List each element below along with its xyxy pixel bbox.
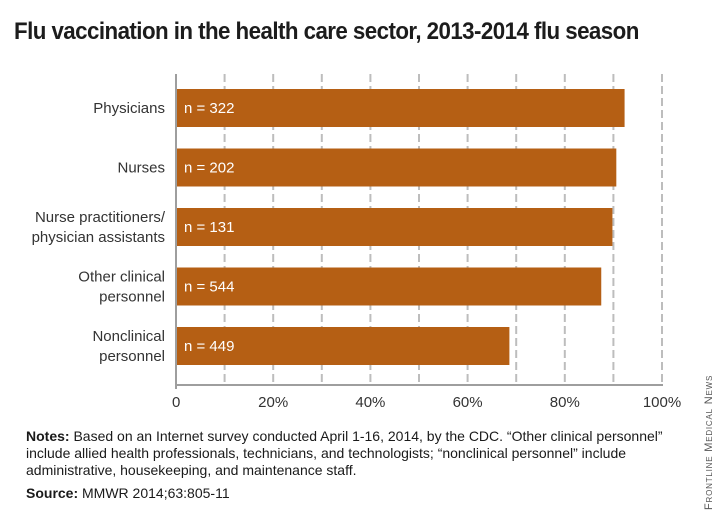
- bar-label: n = 202: [184, 160, 234, 177]
- x-tick-label: 80%: [550, 394, 580, 411]
- x-tick-label: 100%: [643, 394, 681, 411]
- notes-lead: Notes:: [26, 428, 70, 444]
- bar: [176, 148, 617, 187]
- chart-title: Flu vaccination in the health care secto…: [14, 18, 639, 45]
- source-text: MMWR 2014;63:805-11: [78, 485, 230, 501]
- bar-label: n = 449: [184, 338, 234, 355]
- bar: [176, 208, 613, 246]
- x-tick-label: 20%: [258, 394, 288, 411]
- category-label: Other clinical personnel: [78, 269, 165, 306]
- bar-chart: n = 322 n = 202 n = 131 n = 544 n = 449 Phys…: [32, 74, 681, 411]
- bar-label: n = 544: [184, 279, 234, 296]
- bar-label: n = 322: [184, 100, 234, 117]
- bar: [176, 327, 510, 365]
- source: Source: MMWR 2014;63:805-11: [26, 485, 230, 501]
- x-tick-label: 40%: [355, 394, 385, 411]
- notes: Notes: Based on an Internet survey condu…: [26, 428, 686, 479]
- category-label: Nurse practitioners/physician assistants: [32, 209, 166, 246]
- notes-text: Based on an Internet survey conducted Ap…: [26, 428, 663, 478]
- x-axis: 0 20% 40% 60% 80% 100%: [172, 74, 681, 411]
- category-label: Nurses: [117, 160, 165, 177]
- source-lead: Source:: [26, 485, 79, 501]
- x-tick-label: 0: [172, 394, 180, 411]
- bars: n = 322 n = 202 n = 131 n = 544 n = 449: [176, 89, 625, 365]
- bar: [176, 89, 625, 127]
- category-labels: Physicians Nurses Nurse practitioners/phys…: [32, 100, 166, 365]
- category-label: Nonclinical personnel: [92, 328, 165, 365]
- bar-label: n = 131: [184, 219, 234, 236]
- x-tick-label: 60%: [453, 394, 483, 411]
- credit-label: Frontline Medical News: [703, 374, 715, 510]
- bar: [176, 267, 602, 306]
- category-label: Physicians: [93, 100, 165, 117]
